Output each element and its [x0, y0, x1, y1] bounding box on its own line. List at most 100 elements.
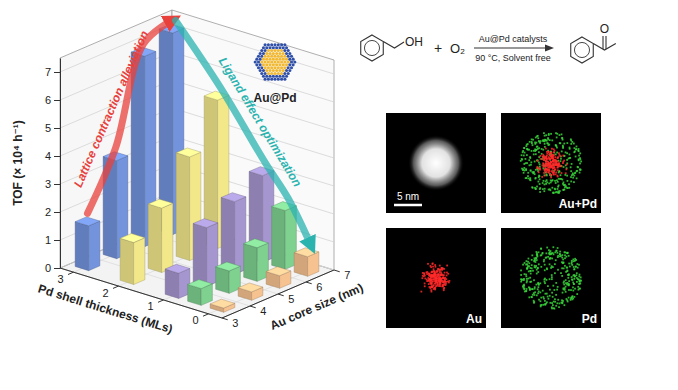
map-pixel: [577, 267, 579, 269]
atom: [287, 66, 290, 69]
map-pixel: [572, 290, 574, 292]
map-pixel: [547, 256, 549, 258]
map-pixel: [556, 250, 558, 252]
map-pixel: [576, 170, 578, 172]
tick-label: 3: [45, 178, 51, 190]
tick: 4: [250, 305, 266, 317]
bar-face: [266, 267, 291, 276]
atom: [269, 58, 272, 61]
map-pixel: [548, 162, 550, 164]
atom: [282, 46, 285, 49]
tick-label: 3: [232, 317, 238, 329]
bar-face: [165, 264, 190, 273]
map-pixel: [547, 285, 549, 287]
bar-face: [216, 267, 230, 294]
map-pixel: [559, 142, 561, 144]
map-pixel: [528, 271, 530, 273]
map-pixel: [568, 280, 570, 282]
bar: [216, 262, 241, 293]
map-pixel: [564, 265, 566, 267]
map-pixel: [551, 274, 553, 276]
map-pixel: [538, 151, 540, 153]
atom: [285, 46, 288, 49]
map-pixel: [572, 172, 574, 174]
map-pixel: [442, 285, 444, 287]
map-pixel: [566, 152, 568, 154]
atom: [255, 63, 258, 66]
map-pixel: [544, 303, 546, 305]
tick-label: 1: [148, 300, 154, 312]
map-pixel: [565, 151, 567, 153]
tick: 7: [45, 66, 60, 78]
atom: [275, 46, 278, 49]
atom: [278, 58, 281, 61]
ring-aromatic: [574, 42, 589, 57]
atom: [277, 49, 280, 52]
map-pixel: [535, 261, 537, 263]
map-pixel: [441, 274, 443, 276]
micrograph-label: Au: [466, 312, 482, 326]
map-pixel: [536, 294, 538, 296]
map-pixel: [541, 253, 543, 255]
map-pixel: [534, 266, 536, 268]
map-pixel: [430, 286, 432, 288]
map-pixel: [550, 161, 552, 163]
map-pixel: [546, 267, 548, 269]
map-pixel: [520, 274, 522, 276]
ring: [361, 35, 384, 61]
map-pixel: [528, 286, 530, 288]
atom: [267, 60, 270, 63]
tick: 1: [148, 300, 164, 313]
ring-aromatic: [364, 40, 379, 55]
map-pixel: [544, 281, 546, 283]
axis-title: Au core size (nm): [268, 281, 365, 333]
map-pixel: [579, 282, 581, 284]
map-pixel: [536, 273, 538, 275]
atom: [270, 49, 273, 52]
tick-mark: [306, 282, 312, 284]
map-pixel: [551, 171, 553, 173]
map-pixel: [436, 285, 438, 287]
map-pixel: [578, 150, 580, 152]
map-pixel: [529, 157, 531, 159]
atom: [278, 46, 281, 49]
map-pixel: [556, 179, 558, 181]
map-pixel: [538, 147, 540, 149]
map-pixel: [435, 280, 437, 282]
map-pixel: [564, 287, 566, 289]
map-pixel: [545, 134, 547, 136]
map-pixel: [440, 278, 442, 280]
micrograph-label: Au+Pd: [559, 197, 597, 211]
tick: 7: [334, 269, 350, 281]
map-pixel: [540, 255, 542, 257]
map-pixel: [580, 161, 582, 163]
map-pixel: [559, 253, 561, 255]
map-pixel: [530, 281, 532, 283]
atom: [290, 66, 293, 69]
atom: [267, 43, 270, 46]
map-pixel: [572, 298, 574, 300]
map-pixel: [544, 175, 546, 177]
atom: [262, 46, 265, 49]
map-pixel: [543, 260, 545, 262]
map-pixel: [551, 187, 553, 189]
map-pixel: [440, 274, 442, 276]
map-pixel: [564, 254, 566, 256]
map-pixel: [564, 189, 566, 191]
map-pixel: [565, 164, 567, 166]
map-pixel: [529, 270, 531, 272]
bar: [75, 217, 100, 271]
atom: [287, 55, 290, 58]
map-pixel: [534, 294, 536, 296]
map-pixel: [441, 268, 443, 270]
map-pixel: [434, 274, 436, 276]
map-pixel: [552, 246, 554, 248]
map-pixel: [572, 282, 574, 284]
atom: [269, 75, 272, 78]
map-pixel: [561, 302, 563, 304]
map-pixel: [549, 278, 551, 280]
map-pixel: [553, 172, 555, 174]
map-pixel: [554, 272, 556, 274]
map-pixel: [433, 268, 435, 270]
trend-arrow: [176, 21, 311, 245]
